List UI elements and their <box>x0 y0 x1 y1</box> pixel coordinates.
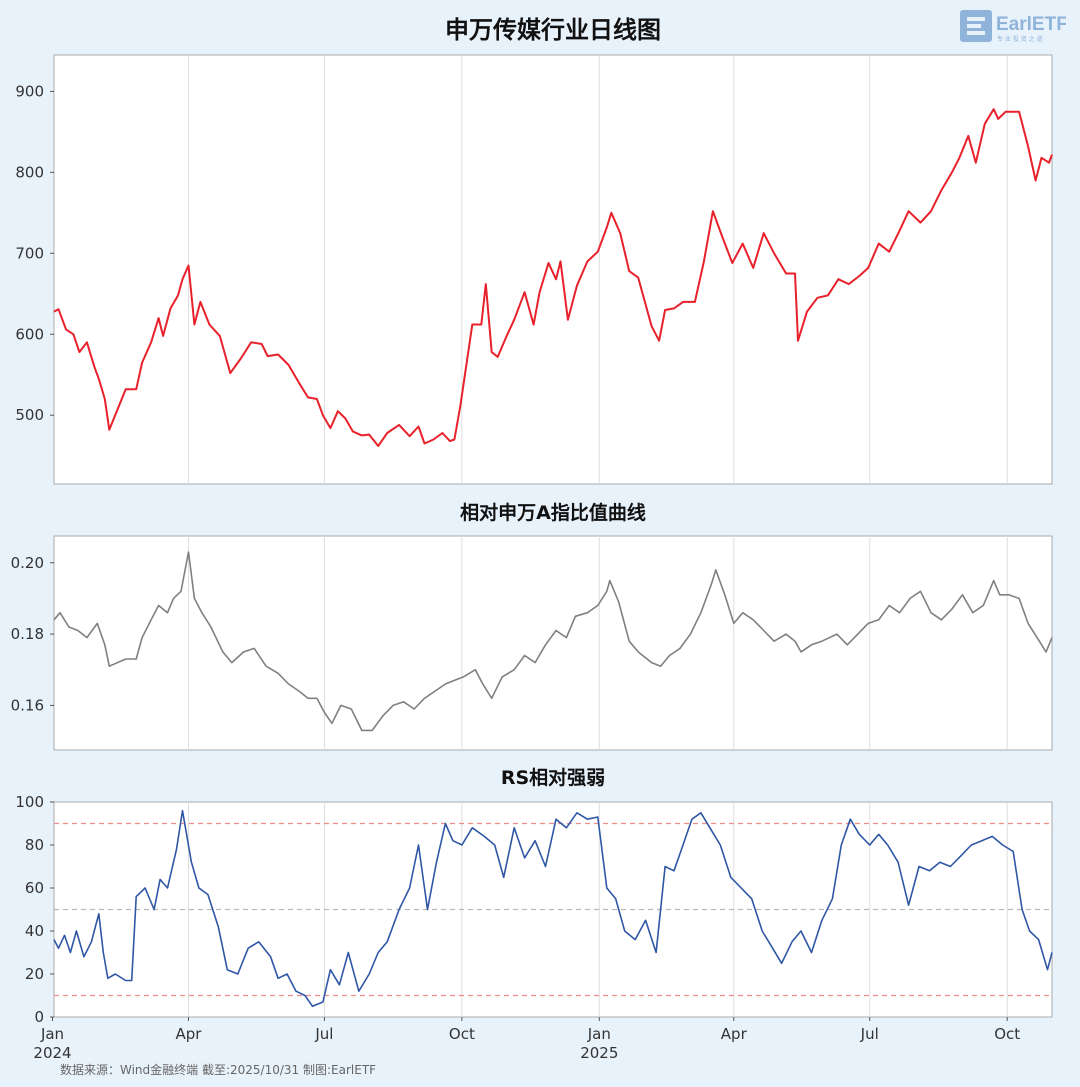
earletf-logo: EarlETF 专 业 投 资 之 道 <box>960 10 1066 43</box>
logo-text: EarlETF <box>996 14 1066 35</box>
ratio-chart: 相对申万A指比值曲线 0.16 0.18 0.20 <box>11 501 1053 751</box>
x-tick-label: Oct <box>449 1025 475 1043</box>
price-chart: 500 600 700 800 900 <box>15 54 1053 485</box>
y-tick-label: 80 <box>25 836 44 854</box>
y-tick-label: 600 <box>15 325 44 343</box>
y-tick-label: 100 <box>15 793 44 811</box>
y-tick-label: 900 <box>15 82 44 100</box>
x-tick-label: Jul <box>314 1025 333 1043</box>
y-tick-label: 40 <box>25 922 44 940</box>
x-axis-labels: Jan Apr Jul Oct Jan Apr Jul Oct 2024 2025 <box>33 1017 1020 1062</box>
x-tick-label: Apr <box>175 1025 202 1043</box>
logo-subtext: 专 业 投 资 之 道 <box>997 35 1043 43</box>
rs-chart: RS相对强弱 0 20 40 60 80 100 <box>15 766 1053 1026</box>
plot-area <box>53 535 1053 751</box>
plot-area <box>53 54 1053 485</box>
y-tick-label: 20 <box>25 965 44 983</box>
panel-title: RS相对强弱 <box>501 766 605 789</box>
x-tick-label: Jan <box>587 1025 611 1043</box>
y-tick-label: 0.16 <box>11 696 44 714</box>
y-tick-label: 700 <box>15 244 44 262</box>
series-line <box>53 551 1053 732</box>
footer-source: 数据来源：Wind金融终端 截至:2025/10/31 制图:EarlETF <box>60 1062 376 1077</box>
x-tick-label: Jan <box>40 1025 64 1043</box>
x-tick-label: Apr <box>721 1025 748 1043</box>
main-title: 申万传媒行业日线图 <box>445 16 661 44</box>
x-tick-label: Jul <box>860 1025 879 1043</box>
y-tick-label: 500 <box>15 406 44 424</box>
x-year-label: 2024 <box>33 1044 71 1062</box>
x-year-label: 2025 <box>580 1044 618 1062</box>
series-line <box>53 809 1053 1008</box>
y-tick-label: 60 <box>25 879 44 897</box>
y-tick-label: 800 <box>15 163 44 181</box>
y-tick-label: 0.20 <box>11 554 44 572</box>
series-line <box>53 108 1053 447</box>
y-tick-label: 0.18 <box>11 625 44 643</box>
panel-title: 相对申万A指比值曲线 <box>460 501 646 524</box>
y-tick-label: 0 <box>34 1008 44 1026</box>
x-tick-label: Oct <box>994 1025 1020 1043</box>
